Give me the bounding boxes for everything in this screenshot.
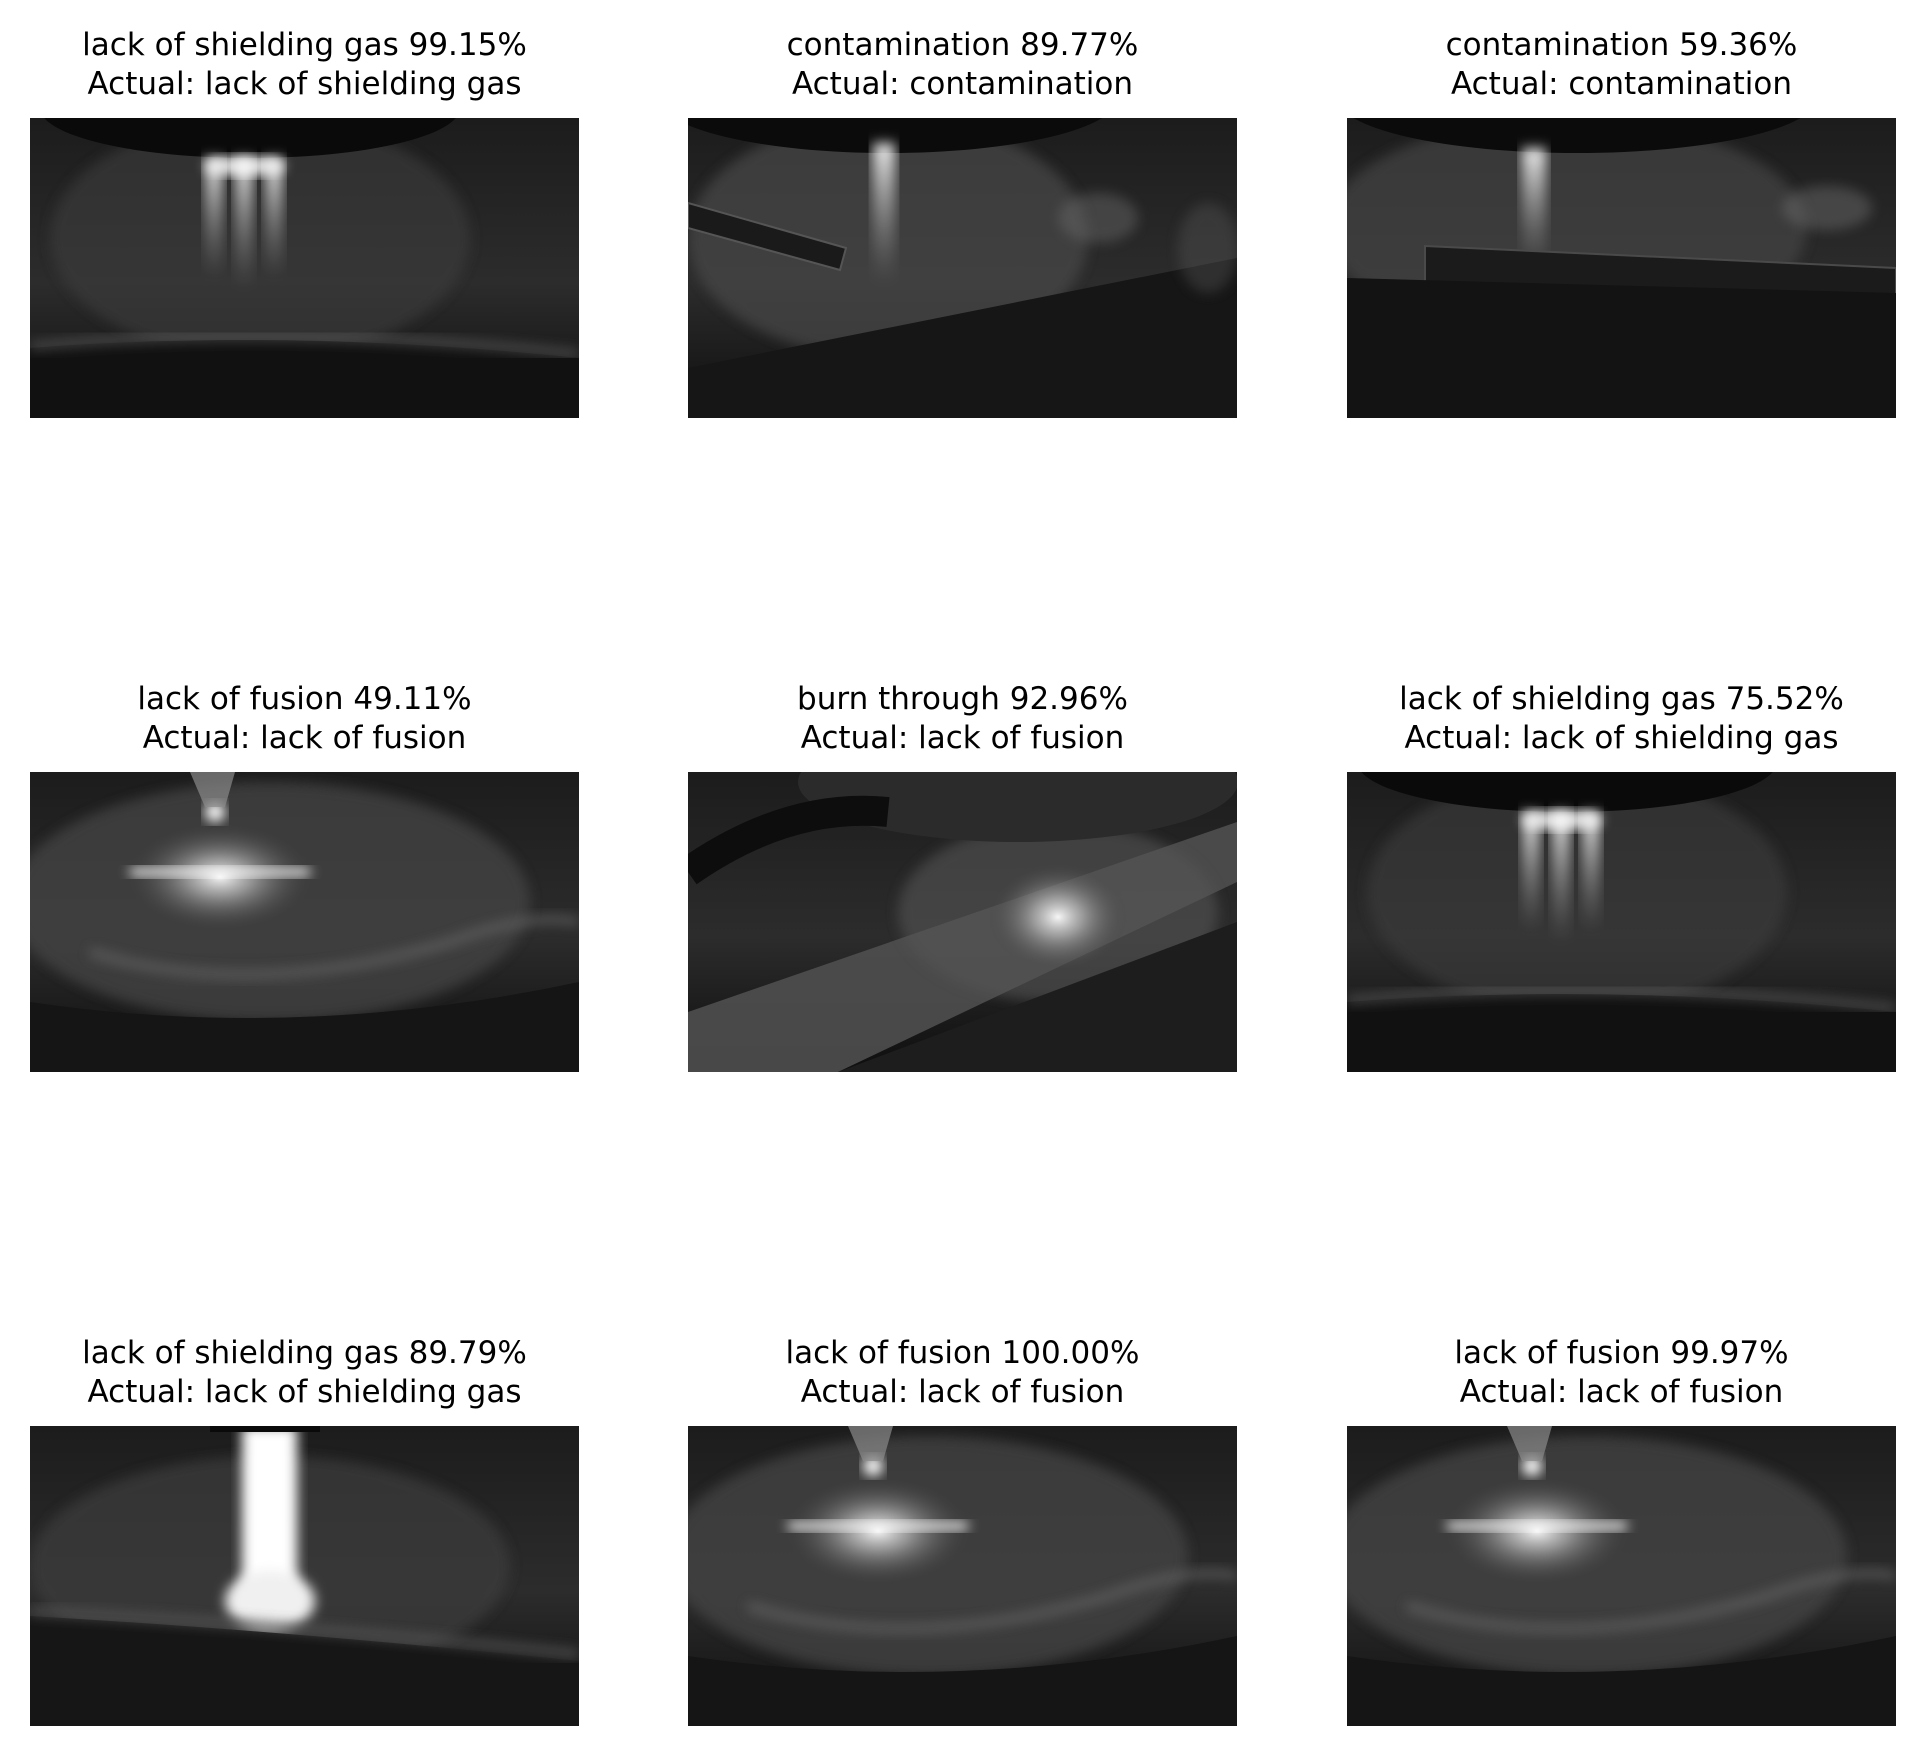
predicted-label: lack of shielding gas 99.15% [82, 27, 527, 63]
actual-label: Actual: contamination [1450, 66, 1793, 102]
actual-label: Actual: lack of shielding gas [1404, 720, 1839, 756]
actual-label: Actual: lack of fusion [1459, 1374, 1784, 1410]
panel-title: lack of shielding gas 75.52% Actual: lack… [1287, 680, 1919, 758]
predicted-label: lack of shielding gas 89.79% [82, 1335, 527, 1371]
predicted-label: lack of fusion 100.00% [785, 1335, 1140, 1371]
actual-label: Actual: lack of fusion [142, 720, 467, 756]
panel-title: contamination 59.36% Actual: contaminatio… [1287, 26, 1919, 104]
predicted-label: burn through 92.96% [797, 681, 1128, 717]
actual-label: Actual: lack of shielding gas [87, 66, 522, 102]
weld-image [30, 118, 579, 418]
predicted-label: lack of shielding gas 75.52% [1399, 681, 1844, 717]
weld-image [688, 1426, 1237, 1726]
weld-image [688, 772, 1237, 1072]
actual-label: Actual: contamination [791, 66, 1134, 102]
weld-image [1347, 118, 1896, 418]
weld-image [688, 118, 1237, 418]
weld-image [30, 772, 579, 1072]
panel-title: burn through 92.96% Actual: lack of fusio… [628, 680, 1297, 758]
panel-title: contamination 89.77% Actual: contaminatio… [628, 26, 1297, 104]
predicted-label: contamination 89.77% [786, 27, 1139, 63]
panel-title: lack of shielding gas 89.79% Actual: lack… [0, 1334, 639, 1412]
predicted-label: lack of fusion 49.11% [137, 681, 472, 717]
weld-image [1347, 1426, 1896, 1726]
panel-title: lack of fusion 99.97% Actual: lack of fus… [1287, 1334, 1919, 1412]
actual-label: Actual: lack of fusion [800, 720, 1125, 756]
actual-label: Actual: lack of shielding gas [87, 1374, 522, 1410]
predicted-label: contamination 59.36% [1445, 27, 1798, 63]
predicted-label: lack of fusion 99.97% [1454, 1335, 1789, 1371]
actual-label: Actual: lack of fusion [800, 1374, 1125, 1410]
weld-image [30, 1426, 579, 1726]
panel-title: lack of shielding gas 99.15% Actual: lack… [0, 26, 639, 104]
weld-image [1347, 772, 1896, 1072]
panel-title: lack of fusion 100.00% Actual: lack of fu… [628, 1334, 1297, 1412]
panel-title: lack of fusion 49.11% Actual: lack of fus… [0, 680, 639, 758]
